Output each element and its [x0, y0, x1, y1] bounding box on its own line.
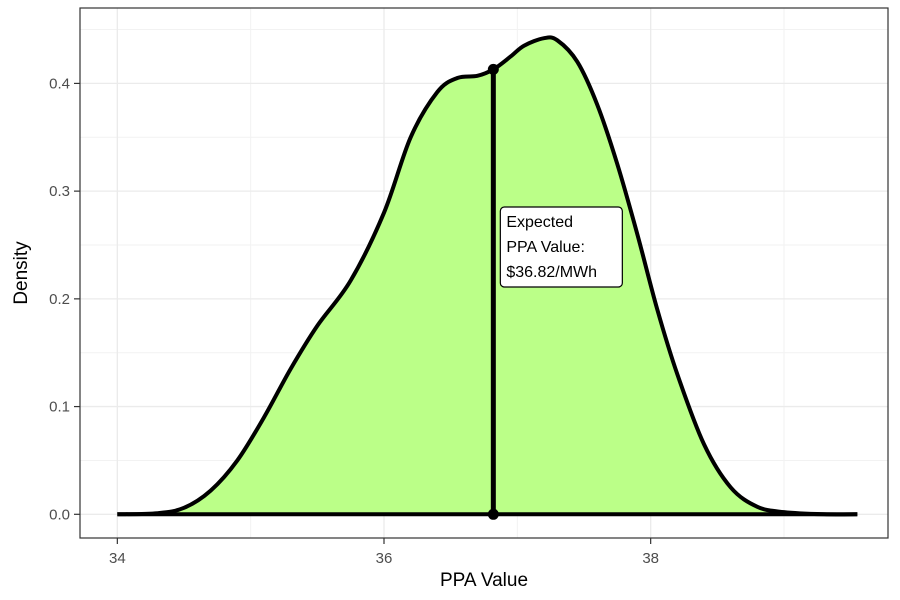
expected-value-label-box: [499, 206, 623, 288]
density-area: [117, 37, 858, 515]
x-tick-label: 36: [376, 550, 393, 567]
x-axis: 34 36 38: [109, 538, 659, 567]
y-tick-label: 0.4: [49, 75, 70, 92]
x-tick-label: 38: [642, 550, 659, 567]
expected-value-label-line-1: Expected: [506, 214, 573, 231]
y-tick-label: 0.1: [49, 399, 70, 416]
expected-value-label: Expected PPA Value: $36.82/MWh: [499, 206, 623, 288]
expected-value-label-line-3: $36.82/MWh: [506, 264, 597, 281]
y-axis: 0.0 0.1 0.2 0.3 0.4: [49, 75, 80, 523]
x-axis-title: PPA Value: [440, 570, 528, 591]
y-tick-label: 0.3: [49, 183, 70, 200]
density-line: [117, 35, 858, 517]
plot-border: [79, 7, 889, 539]
expected-value-top-point: [487, 63, 499, 75]
y-tick-label: 0.0: [49, 506, 70, 523]
y-tick-label: 0.2: [49, 291, 70, 308]
x-tick-label: 34: [109, 550, 126, 567]
y-axis-title: Density: [11, 241, 32, 305]
expected-value-bottom-point: [487, 508, 499, 520]
expected-value-label-line-2: PPA Value:: [506, 239, 585, 256]
